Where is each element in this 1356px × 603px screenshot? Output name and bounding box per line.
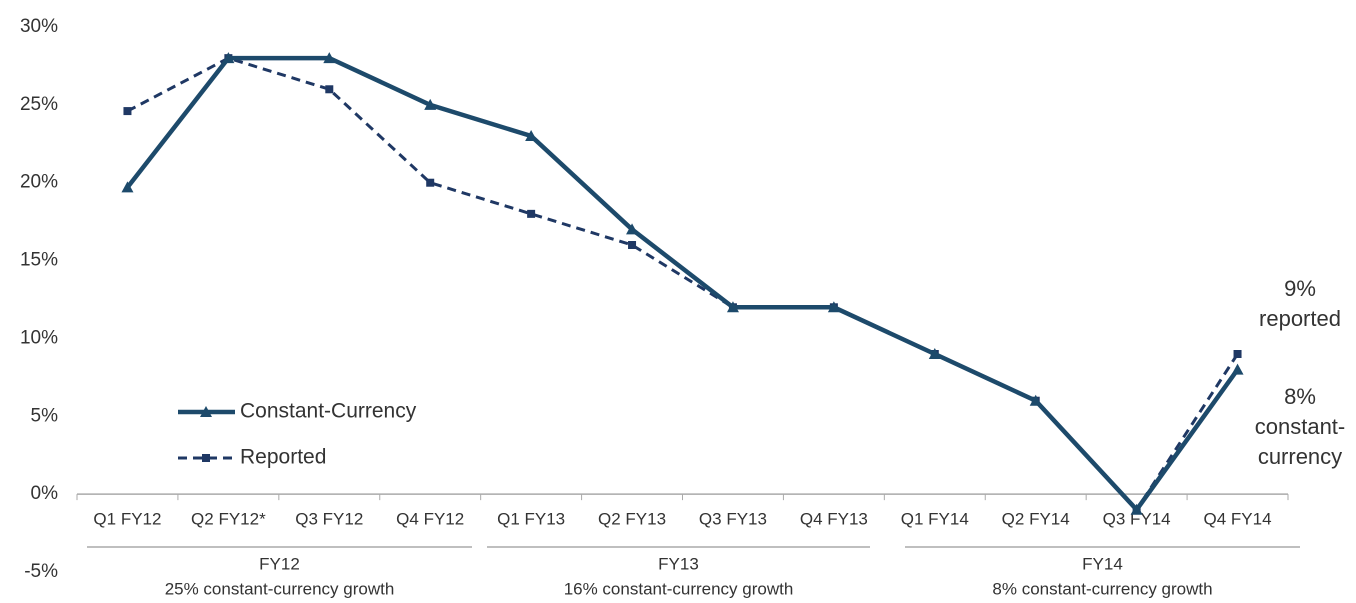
group-note: 16% constant-currency growth [564, 579, 794, 598]
marker [827, 301, 840, 313]
annotation: constant- [1255, 414, 1346, 439]
y-tick-label: 0% [31, 483, 59, 504]
marker [928, 348, 941, 359]
marker [1233, 350, 1242, 358]
group-label: FY13 [658, 554, 699, 573]
y-tick-label: 25% [20, 94, 58, 115]
marker [123, 107, 132, 116]
marker [626, 223, 639, 235]
x-tick-label: Q2 FY13 [598, 509, 666, 528]
y-tick-label: 5% [31, 405, 59, 426]
marker [1231, 363, 1244, 375]
marker [424, 98, 437, 110]
y-tick-label: 15% [20, 250, 58, 271]
series-line [125, 55, 1240, 514]
marker [1130, 503, 1143, 515]
legend-label: Constant-Currency [240, 400, 417, 423]
x-tick-label: Q1 FY14 [901, 509, 969, 528]
x-tick-label: Q2 FY12* [191, 509, 266, 528]
x-tick-label: Q1 FY13 [497, 509, 565, 528]
marker [323, 52, 336, 64]
x-tick-label: Q4 FY12 [396, 509, 464, 528]
x-tick-label: Q2 FY14 [1002, 509, 1070, 528]
group-note: 25% constant-currency growth [165, 579, 395, 598]
legend-marker [200, 406, 212, 417]
marker [1029, 394, 1042, 406]
series-line [126, 56, 1239, 513]
x-tick-label: Q4 FY13 [800, 509, 868, 528]
group-note: 8% constant-currency growth [992, 579, 1212, 598]
y-tick-label: -5% [24, 561, 58, 582]
marker [628, 241, 637, 249]
y-tick-label: 20% [20, 172, 58, 193]
y-tick-label: 30% [20, 16, 58, 37]
annotation: reported [1259, 306, 1341, 331]
legend-label: Reported [240, 446, 326, 469]
marker [527, 209, 536, 218]
x-tick-label: Q1 FY12 [93, 509, 161, 528]
y-tick-label: 10% [20, 327, 58, 348]
marker [726, 301, 739, 313]
x-tick-label: Q4 FY14 [1204, 509, 1272, 528]
group-label: FY12 [259, 554, 300, 573]
x-tick-label: Q3 FY14 [1103, 509, 1171, 528]
marker [426, 178, 435, 187]
annotation: currency [1258, 444, 1342, 469]
marker [121, 181, 134, 193]
x-tick-label: Q3 FY12 [295, 509, 363, 528]
annotation: 8% [1284, 384, 1316, 409]
x-tick-label: Q3 FY13 [699, 509, 767, 528]
marker [325, 85, 334, 94]
annotation: 9% [1284, 276, 1316, 301]
legend-marker [202, 454, 210, 462]
group-label: FY14 [1082, 554, 1123, 573]
marker [222, 52, 235, 64]
marker [525, 130, 538, 141]
